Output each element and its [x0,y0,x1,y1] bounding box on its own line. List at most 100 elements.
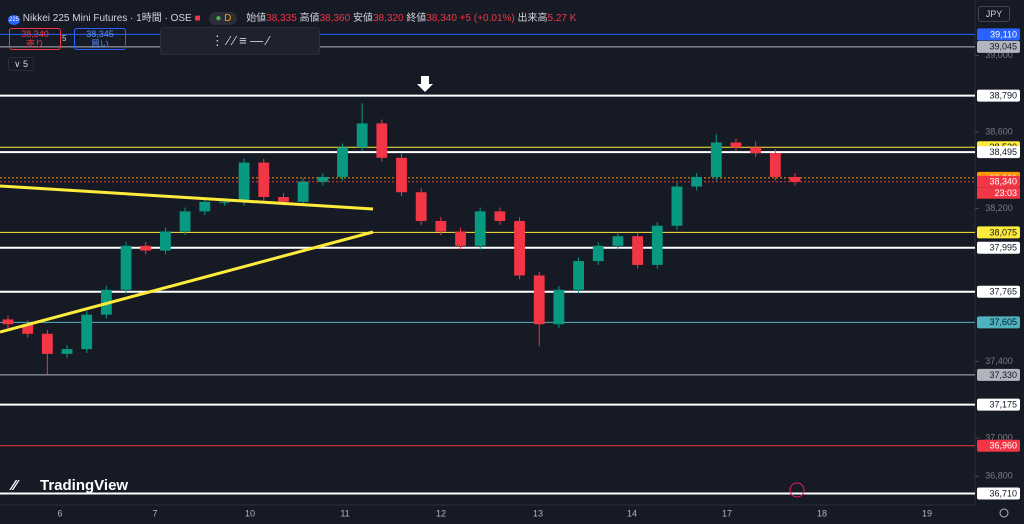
level-label: 38,340 [989,177,1017,187]
open: 38,335 [266,13,297,24]
candle-body [317,176,329,182]
candle-body [2,319,14,325]
x-tick-label: 7 [152,508,157,518]
high-label: 高値 [299,13,320,24]
level-label-box [977,439,1020,452]
volume: 5.27 K [547,13,577,24]
candle-body [435,220,447,232]
symbol-icon: 225 [8,15,21,25]
logo-mark: ⁄⁄ [9,477,21,494]
candle-body [159,231,171,251]
level-label-box [977,368,1020,381]
y-tick-label: 39,000 [985,50,1013,60]
candle-body [514,220,525,276]
candle-body [592,245,604,262]
low-label: 安値 [352,13,373,24]
candle-body [396,157,407,193]
y-tick-label: 38,600 [985,126,1013,136]
buy-price: 38,345 [86,29,114,39]
drawing-toolbar[interactable]: ⋮ ⁄ ⁄ ≡ — ⁄ [160,27,320,55]
flag: ■ [194,13,201,24]
candle-body [120,245,132,290]
level-label: 37,175 [989,399,1017,409]
low: 38,320 [372,13,404,24]
candle-body [41,333,53,354]
level-label-box [977,241,1020,254]
candle-body [415,192,427,221]
x-tick-label: 18 [817,508,827,518]
x-tick-label: 12 [436,508,446,518]
y-tick-label: 37,400 [985,356,1013,366]
spread: 5 [62,34,67,43]
candle-body [258,162,270,198]
currency[interactable]: JPY [978,6,1010,22]
candle-body [179,211,191,232]
sell-button[interactable]: 38,340 売り [9,28,61,50]
level-label: 38,790 [989,91,1017,101]
trend-line [0,230,374,334]
header: 225 Nikkei 225 Mini Futures · 1時間 · OSE … [8,9,577,25]
level-label-box [977,487,1020,500]
level-label-box [977,146,1020,159]
candle-body [710,142,722,177]
y-tick-label: 37,000 [985,432,1013,442]
candle-body [22,324,34,334]
level-label: 37,330 [989,370,1017,380]
candle-body [691,176,703,187]
high: 38,360 [319,13,351,24]
level-label: 39,110 [990,29,1017,39]
close: 38,340 [426,13,457,24]
candle-body [81,314,93,350]
level-label-box [977,175,1020,188]
candle-body [337,147,348,177]
currency-text: JPY [985,9,1003,19]
x-tick-label: 10 [245,508,255,518]
countdown: 23:03 [994,188,1017,198]
close-label: 終値 [406,13,427,24]
level-label: 39,045 [989,42,1017,52]
change: +5 (+0.01%) [459,13,515,24]
status: ● D [209,12,238,25]
y-tick-label: 36,800 [985,471,1013,481]
candle-body [671,186,683,226]
level-label: 38,495 [989,147,1017,157]
candle-body [278,197,289,202]
level-label: 37,605 [989,317,1017,327]
buy-button[interactable]: 38,345 買い [74,28,126,50]
candle-body [376,123,388,158]
candle-body [474,211,486,246]
x-tick-label: 19 [922,508,932,518]
candle-body [789,176,801,182]
level-label-box [977,285,1020,298]
level-label: 37,765 [989,287,1017,297]
sell-label: 売り [25,39,44,49]
logo: TradingView [40,477,128,494]
candle-body [651,225,663,265]
trend-line [0,184,374,211]
sell-price: 38,340 [21,29,49,39]
candle-body [553,289,565,325]
alert-icon[interactable] [789,482,805,498]
level-label: 37,995 [989,243,1017,253]
countdown-box [977,187,1020,199]
arrow-marker [417,76,433,92]
volume-label: 出来高 [517,13,548,24]
candle-body [238,162,250,202]
level-label: 36,960 [989,441,1017,451]
level-label-box [977,89,1020,102]
indicator-toggle[interactable]: ∨ 5 [8,57,34,71]
level-label-box [977,316,1020,329]
open-label: 始値 [246,13,267,24]
level-label: 38,075 [989,227,1017,237]
x-tick-label: 13 [533,508,543,518]
x-tick-label: 11 [340,508,349,518]
level-label-box [977,28,1020,41]
candle-body [769,153,781,177]
candle-body [632,236,644,265]
candle-body [573,261,584,290]
settings-icon[interactable] [999,508,1009,518]
level-label: 36,710 [989,488,1017,498]
candle-body [61,349,73,354]
